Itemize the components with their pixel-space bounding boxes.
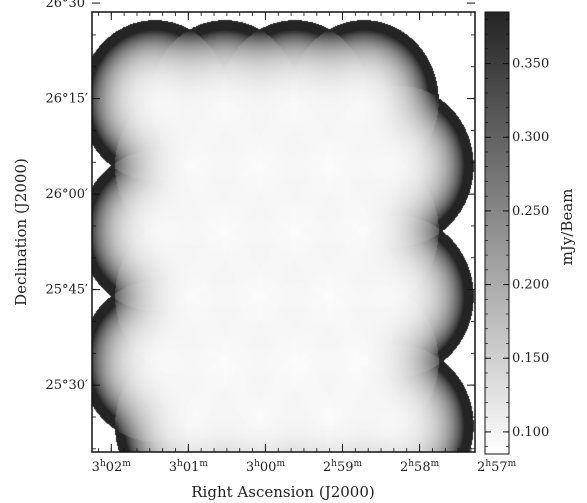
x-tick-label: 3h00m <box>246 459 286 475</box>
x-tick-label: 2h58m <box>400 459 440 475</box>
y-tick-labels: 26°45′26°30′26°15′26°00′25°45′25°30′ <box>45 0 88 393</box>
x-axis-title: Right Ascension (J2000) <box>191 483 374 501</box>
x-tick-labels: 3h02m 3h01m 3h00m 2h59m 2h58m 2h57m <box>92 459 517 475</box>
x-tick-label: 3h01m <box>169 459 209 475</box>
x-tick-label: 2h57m <box>477 459 517 475</box>
colorbar-tick-label: 0.150 <box>512 351 549 366</box>
colorbar-tick-label: 0.250 <box>512 204 549 219</box>
y-tick-label: 26°00′ <box>45 187 88 202</box>
colorbar-tick-label: 0.300 <box>512 130 549 145</box>
y-axis-title: Declination (J2000) <box>12 158 30 306</box>
colorbar-tick-label: 0.100 <box>512 425 549 440</box>
y-tick-label: 26°30′ <box>45 0 88 11</box>
colorbar-tick-label: 0.200 <box>512 278 549 293</box>
x-tick-label: 2h59m <box>323 459 363 475</box>
plot-frame <box>91 11 476 453</box>
noise-map <box>92 12 475 452</box>
colorbar-tick-label: 0.350 <box>512 57 549 72</box>
colorbar-label: mJy/Beam <box>558 189 576 266</box>
colorbar <box>484 11 510 455</box>
colorbar-ticks: 0.350 0.300 0.250 0.200 0.150 0.100 <box>485 19 549 447</box>
x-tick-label: 3h02m <box>92 459 132 475</box>
y-tick-label: 26°15′ <box>45 92 88 107</box>
noise-map-image <box>92 12 475 452</box>
y-tick-label: 25°30′ <box>45 378 88 393</box>
y-tick-label: 25°45′ <box>45 283 88 298</box>
